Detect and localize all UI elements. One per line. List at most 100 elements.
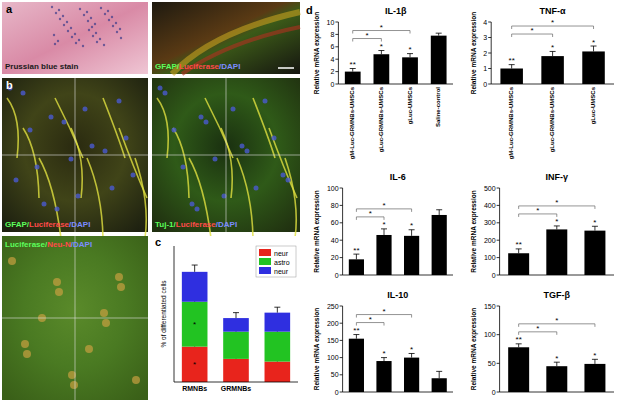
bar-segment bbox=[265, 332, 291, 362]
stain-dot bbox=[90, 17, 92, 19]
bar bbox=[376, 235, 391, 275]
tick bbox=[497, 334, 500, 335]
bar bbox=[582, 51, 605, 84]
marks bbox=[508, 226, 605, 275]
nucleus bbox=[131, 173, 136, 178]
stain-dot bbox=[91, 26, 93, 28]
bracket-label: * bbox=[369, 315, 372, 324]
tick-label: 8 bbox=[330, 31, 334, 38]
significance: * bbox=[382, 220, 385, 229]
legend-label: astro bbox=[274, 259, 290, 266]
scale-bar bbox=[278, 67, 294, 69]
error-bar bbox=[439, 371, 440, 378]
tick-label: gM-Luc-GRMNBs-UMSCs bbox=[349, 86, 355, 159]
nucleus bbox=[49, 115, 54, 120]
tick-label: 150 bbox=[484, 303, 496, 310]
cell bbox=[21, 340, 29, 348]
bar bbox=[404, 236, 419, 275]
error-bar bbox=[518, 249, 519, 253]
nucleus bbox=[62, 120, 67, 125]
chart: IL-6Relative mRNA expression020406080100… bbox=[313, 172, 453, 279]
bracket-label: * bbox=[365, 31, 368, 40]
fiber bbox=[253, 98, 275, 158]
axis-title: Relative mRNA expression bbox=[313, 12, 321, 95]
stain-dot bbox=[115, 22, 117, 24]
stain-dot bbox=[104, 13, 106, 15]
tick-label: 60 bbox=[331, 219, 339, 226]
tick bbox=[497, 363, 500, 364]
nucleus bbox=[158, 86, 163, 91]
tick-label: 0 bbox=[483, 81, 487, 88]
stain-dot bbox=[51, 6, 53, 8]
panel-letter: c bbox=[155, 236, 161, 248]
significance: ** bbox=[516, 335, 522, 344]
fiber bbox=[237, 158, 253, 238]
bar bbox=[508, 253, 529, 275]
fiber bbox=[103, 98, 125, 158]
tick bbox=[335, 71, 338, 72]
tick bbox=[497, 392, 500, 393]
axis-title: Relative mRNA expression bbox=[313, 190, 321, 273]
nucleus bbox=[181, 165, 186, 170]
tick bbox=[488, 22, 491, 23]
bar bbox=[404, 358, 419, 392]
bracket-label: * bbox=[382, 307, 385, 316]
tick bbox=[340, 205, 343, 206]
figure: aPrussian blue stainGFAP/Luciferase/DAPI… bbox=[0, 0, 619, 402]
significance: * bbox=[380, 42, 383, 51]
significance: * bbox=[410, 221, 413, 230]
tick bbox=[497, 240, 500, 241]
image-panel bbox=[152, 78, 300, 238]
error-cap bbox=[436, 209, 442, 210]
nucleus bbox=[55, 207, 60, 212]
error-bar bbox=[593, 46, 594, 51]
tick-label: 200 bbox=[327, 320, 339, 327]
cell bbox=[53, 278, 61, 286]
chart-title: TNF-α bbox=[540, 6, 566, 16]
image-background bbox=[152, 2, 300, 74]
tick-label: 100 bbox=[327, 185, 339, 192]
axis-line bbox=[491, 84, 614, 85]
chart-title: INF-γ bbox=[546, 172, 569, 182]
bracket-label: * bbox=[382, 201, 385, 210]
axis-title: Relative mRNA expression bbox=[313, 308, 321, 391]
axis-line bbox=[343, 392, 453, 393]
legend-box bbox=[256, 246, 296, 277]
nucleus bbox=[254, 186, 259, 191]
marks bbox=[508, 344, 605, 392]
nucleus bbox=[83, 107, 88, 112]
axis-line bbox=[174, 246, 175, 382]
nucleus bbox=[231, 107, 236, 112]
stain-dot bbox=[112, 25, 114, 27]
error-bar bbox=[411, 353, 412, 357]
bar bbox=[376, 361, 391, 392]
nucleus bbox=[204, 120, 209, 125]
tick bbox=[340, 222, 343, 223]
tick-label: 0 bbox=[492, 389, 496, 396]
bracket-label: * bbox=[555, 198, 558, 207]
axis-line bbox=[342, 306, 343, 392]
tick bbox=[335, 59, 338, 60]
bar bbox=[349, 259, 364, 275]
bar bbox=[373, 54, 389, 84]
nucleus bbox=[110, 186, 115, 191]
bar bbox=[402, 57, 418, 84]
image-label-part: Luciferase bbox=[179, 62, 220, 71]
bar bbox=[584, 364, 605, 392]
bar bbox=[584, 231, 605, 275]
nucleus bbox=[124, 136, 129, 141]
tick-label: gLuc-UMSCs bbox=[590, 86, 596, 124]
bar bbox=[541, 56, 564, 84]
bar bbox=[349, 339, 364, 392]
image-label-part: GFAP/ bbox=[155, 62, 180, 71]
image-panel bbox=[2, 236, 148, 400]
tick bbox=[488, 37, 491, 38]
bar bbox=[508, 347, 529, 392]
cell bbox=[70, 381, 78, 389]
ortho-line bbox=[75, 78, 76, 232]
bar bbox=[546, 366, 567, 392]
axis-line bbox=[500, 392, 614, 393]
cell bbox=[23, 350, 31, 358]
ortho-line bbox=[226, 78, 227, 232]
error-bar bbox=[411, 230, 412, 236]
